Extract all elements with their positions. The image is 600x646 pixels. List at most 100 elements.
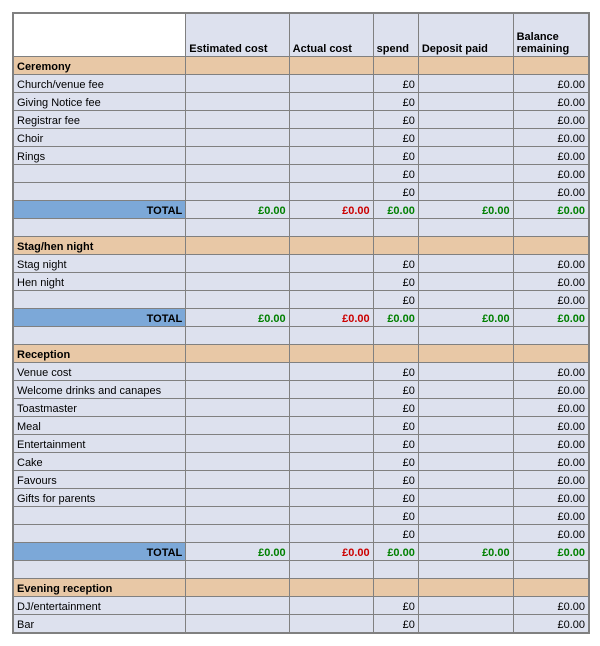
row-deposit[interactable]: [418, 129, 513, 147]
row-name[interactable]: Toastmaster: [14, 399, 186, 417]
spacer-cell[interactable]: [14, 327, 186, 345]
spacer-cell[interactable]: [289, 561, 373, 579]
row-name[interactable]: Rings: [14, 147, 186, 165]
total-estimated[interactable]: £0.00: [186, 543, 289, 561]
row-balance[interactable]: £0.00: [513, 525, 588, 543]
row-name[interactable]: [14, 507, 186, 525]
total-deposit[interactable]: £0.00: [418, 309, 513, 327]
row-spend[interactable]: £0: [373, 381, 418, 399]
row-balance[interactable]: £0.00: [513, 291, 588, 309]
row-name[interactable]: Venue cost: [14, 363, 186, 381]
row-spend[interactable]: £0: [373, 291, 418, 309]
row-estimated[interactable]: [186, 417, 289, 435]
row-name[interactable]: Meal: [14, 417, 186, 435]
section-cell[interactable]: [513, 579, 588, 597]
spacer-cell[interactable]: [418, 219, 513, 237]
row-actual[interactable]: [289, 381, 373, 399]
row-name[interactable]: Welcome drinks and canapes: [14, 381, 186, 399]
row-deposit[interactable]: [418, 291, 513, 309]
row-spend[interactable]: £0: [373, 273, 418, 291]
spacer-cell[interactable]: [186, 327, 289, 345]
spacer-cell[interactable]: [289, 327, 373, 345]
spacer-cell[interactable]: [186, 561, 289, 579]
row-actual[interactable]: [289, 255, 373, 273]
row-estimated[interactable]: [186, 615, 289, 633]
row-name[interactable]: Stag night: [14, 255, 186, 273]
row-name[interactable]: Cake: [14, 453, 186, 471]
row-estimated[interactable]: [186, 111, 289, 129]
row-spend[interactable]: £0: [373, 525, 418, 543]
section-cell[interactable]: [289, 579, 373, 597]
row-balance[interactable]: £0.00: [513, 273, 588, 291]
spacer-cell[interactable]: [513, 327, 588, 345]
row-estimated[interactable]: [186, 255, 289, 273]
row-name[interactable]: Gifts for parents: [14, 489, 186, 507]
row-balance[interactable]: £0.00: [513, 471, 588, 489]
row-spend[interactable]: £0: [373, 615, 418, 633]
row-deposit[interactable]: [418, 507, 513, 525]
row-estimated[interactable]: [186, 525, 289, 543]
row-estimated[interactable]: [186, 381, 289, 399]
spacer-cell[interactable]: [289, 219, 373, 237]
row-balance[interactable]: £0.00: [513, 435, 588, 453]
section-cell[interactable]: [289, 237, 373, 255]
total-actual[interactable]: £0.00: [289, 543, 373, 561]
row-actual[interactable]: [289, 363, 373, 381]
spacer-cell[interactable]: [373, 327, 418, 345]
total-spend[interactable]: £0.00: [373, 201, 418, 219]
spacer-cell[interactable]: [513, 561, 588, 579]
row-actual[interactable]: [289, 129, 373, 147]
spacer-cell[interactable]: [186, 219, 289, 237]
row-balance[interactable]: £0.00: [513, 597, 588, 615]
section-cell[interactable]: [289, 57, 373, 75]
total-label[interactable]: TOTAL: [14, 201, 186, 219]
row-actual[interactable]: [289, 93, 373, 111]
total-deposit[interactable]: £0.00: [418, 201, 513, 219]
row-actual[interactable]: [289, 489, 373, 507]
row-balance[interactable]: £0.00: [513, 489, 588, 507]
section-cell[interactable]: [513, 237, 588, 255]
row-estimated[interactable]: [186, 399, 289, 417]
section-title[interactable]: Ceremony: [14, 57, 186, 75]
row-balance[interactable]: £0.00: [513, 147, 588, 165]
row-actual[interactable]: [289, 273, 373, 291]
section-cell[interactable]: [289, 345, 373, 363]
row-actual[interactable]: [289, 417, 373, 435]
row-balance[interactable]: £0.00: [513, 615, 588, 633]
total-spend[interactable]: £0.00: [373, 309, 418, 327]
section-cell[interactable]: [186, 57, 289, 75]
row-balance[interactable]: £0.00: [513, 111, 588, 129]
spacer-cell[interactable]: [418, 327, 513, 345]
row-estimated[interactable]: [186, 471, 289, 489]
spacer-cell[interactable]: [513, 219, 588, 237]
row-deposit[interactable]: [418, 489, 513, 507]
row-actual[interactable]: [289, 453, 373, 471]
row-deposit[interactable]: [418, 75, 513, 93]
row-deposit[interactable]: [418, 525, 513, 543]
section-cell[interactable]: [418, 237, 513, 255]
section-cell[interactable]: [513, 345, 588, 363]
row-name[interactable]: [14, 525, 186, 543]
row-actual[interactable]: [289, 111, 373, 129]
row-name[interactable]: Registrar fee: [14, 111, 186, 129]
row-estimated[interactable]: [186, 183, 289, 201]
section-cell[interactable]: [373, 237, 418, 255]
row-spend[interactable]: £0: [373, 147, 418, 165]
total-balance[interactable]: £0.00: [513, 201, 588, 219]
section-cell[interactable]: [373, 579, 418, 597]
row-name[interactable]: Church/venue fee: [14, 75, 186, 93]
row-estimated[interactable]: [186, 75, 289, 93]
section-title[interactable]: Evening reception: [14, 579, 186, 597]
row-actual[interactable]: [289, 291, 373, 309]
row-balance[interactable]: £0.00: [513, 183, 588, 201]
section-cell[interactable]: [513, 57, 588, 75]
row-estimated[interactable]: [186, 93, 289, 111]
row-deposit[interactable]: [418, 183, 513, 201]
row-estimated[interactable]: [186, 147, 289, 165]
row-actual[interactable]: [289, 165, 373, 183]
total-label[interactable]: TOTAL: [14, 309, 186, 327]
row-estimated[interactable]: [186, 597, 289, 615]
total-actual[interactable]: £0.00: [289, 201, 373, 219]
row-spend[interactable]: £0: [373, 435, 418, 453]
row-estimated[interactable]: [186, 489, 289, 507]
